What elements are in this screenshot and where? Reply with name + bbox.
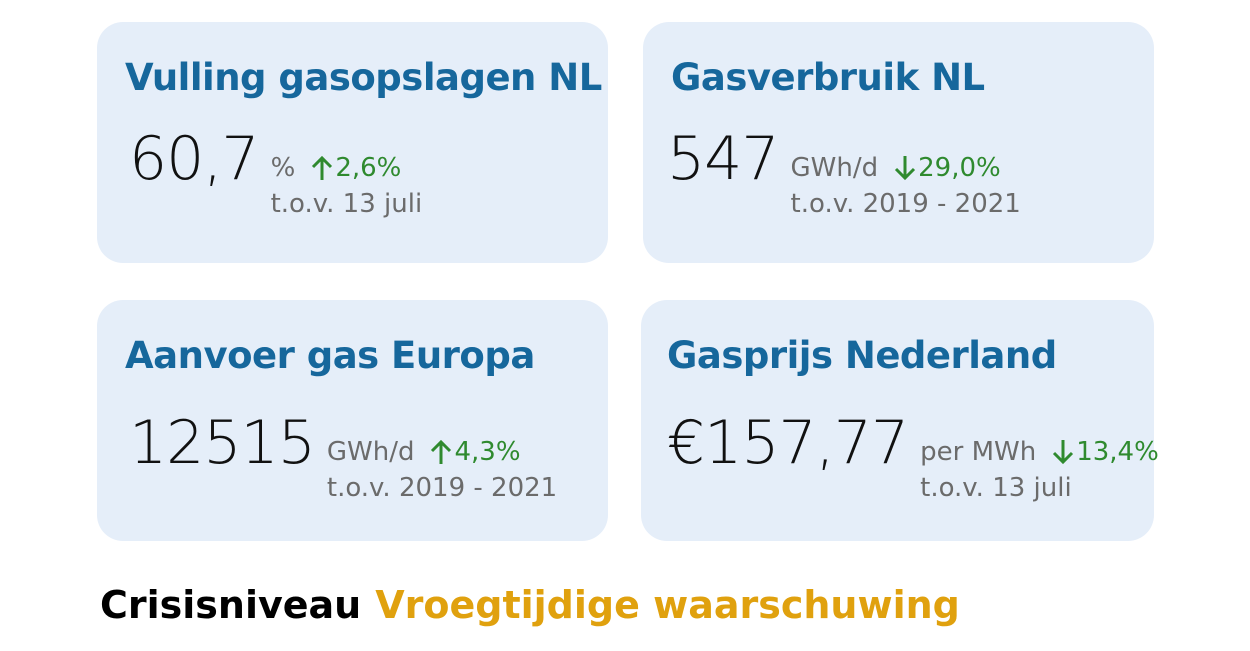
crisis-level: Crisisniveau Vroegtijdige waarschuwing [100,583,960,627]
card-unit: GWh/d [326,437,415,467]
card-change: 29,0% [918,153,1001,183]
card-title: Aanvoer gas Europa [125,334,535,377]
card-value: 547 [667,124,780,194]
card-meta: % 2,6% t.o.v. 13 juli [271,124,423,222]
card: Gasprijs Nederland €157,77 per MWh 13,4%… [641,300,1159,541]
card-change: 4,3% [454,437,521,467]
card-row: 12515 GWh/d 4,3% t.o.v. 2019 - 2021 [129,408,557,506]
card-meta: GWh/d 4,3% t.o.v. 2019 - 2021 [327,408,557,506]
crisis-label: Crisisniveau [100,583,362,627]
card-title: Vulling gasopslagen NL [125,56,602,99]
card-change-line: GWh/d 4,3% [327,434,557,470]
card: Gasverbruik NL 547 GWh/d 29,0% t.o.v. 20… [643,22,1154,263]
card-reference: t.o.v. 2019 - 2021 [326,473,558,503]
card-value: 60,7 [129,124,260,194]
card-title: Gasverbruik NL [671,56,985,99]
card-change: 2,6% [335,153,402,183]
card-row: €157,77 per MWh 13,4% t.o.v. 13 juli [667,408,1159,506]
card-value: 12515 [129,408,316,478]
card-row: 547 GWh/d 29,0% t.o.v. 2019 - 2021 [667,124,1021,222]
crisis-value: Vroegtijdige waarschuwing [375,583,960,627]
card-change: 13,4% [1076,437,1159,467]
card-meta: GWh/d 29,0% t.o.v. 2019 - 2021 [791,124,1021,222]
card: Vulling gasopslagen NL 60,7 % 2,6% t.o.v… [97,22,608,263]
card-title: Gasprijs Nederland [667,334,1057,377]
card-reference: t.o.v. 13 juli [920,473,1072,503]
arrow-up [431,439,452,464]
arrow-up [312,155,333,180]
card-reference: t.o.v. 13 juli [270,189,423,219]
card-meta: per MWh 13,4% t.o.v. 13 juli [920,408,1159,506]
card: Aanvoer gas Europa 12515 GWh/d 4,3% t.o.… [97,300,608,541]
card-value: €157,77 [667,408,909,478]
card-row: 60,7 % 2,6% t.o.v. 13 juli [129,124,422,222]
card-reference: t.o.v. 2019 - 2021 [790,189,1021,219]
card-change-line: GWh/d 29,0% [791,150,1021,186]
arrow-down [895,156,916,181]
card-unit: GWh/d [790,153,879,183]
card-change-line: per MWh 13,4% [920,434,1159,470]
card-unit: % [270,153,296,183]
card-unit: per MWh [920,437,1037,467]
card-change-line: % 2,6% [271,150,423,186]
arrow-down [1053,440,1074,465]
